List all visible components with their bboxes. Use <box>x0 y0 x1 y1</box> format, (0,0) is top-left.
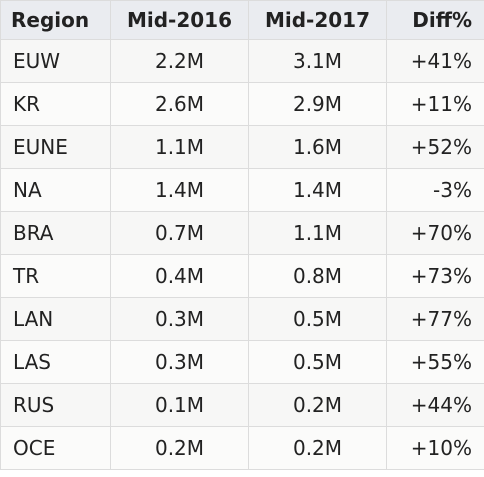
cell-mid-2017: 0.2M <box>248 426 387 470</box>
header-mid-2016[interactable]: Mid-2016 <box>110 0 249 40</box>
cell-mid-2017: 0.5M <box>248 340 387 384</box>
header-mid-2017[interactable]: Mid-2017 <box>248 0 387 40</box>
cell-mid-2016: 2.6M <box>110 82 249 126</box>
cell-diff-percent: +70% <box>386 211 484 255</box>
cell-mid-2016: 0.3M <box>110 297 249 341</box>
table-header: Region Mid-2016 Mid-2017 Diff% <box>0 0 484 40</box>
cell-mid-2016: 1.1M <box>110 125 249 169</box>
table-row: LAN 0.3M 0.5M +77% <box>0 297 484 341</box>
table-row: OCE 0.2M 0.2M +10% <box>0 426 484 470</box>
cell-region: TR <box>0 254 111 298</box>
cell-mid-2017: 1.6M <box>248 125 387 169</box>
cell-diff-percent: -3% <box>386 168 484 212</box>
table-row: TR 0.4M 0.8M +73% <box>0 254 484 298</box>
cell-mid-2016: 0.2M <box>110 426 249 470</box>
cell-region: OCE <box>0 426 111 470</box>
table-row: NA 1.4M 1.4M -3% <box>0 168 484 212</box>
cell-region: BRA <box>0 211 111 255</box>
table-row: LAS 0.3M 0.5M +55% <box>0 340 484 384</box>
cell-diff-percent: +11% <box>386 82 484 126</box>
cell-mid-2017: 2.9M <box>248 82 387 126</box>
cell-region: EUNE <box>0 125 111 169</box>
cell-diff-percent: +73% <box>386 254 484 298</box>
cell-mid-2017: 1.1M <box>248 211 387 255</box>
header-row: Region Mid-2016 Mid-2017 Diff% <box>0 0 484 40</box>
cell-mid-2017: 0.8M <box>248 254 387 298</box>
cell-region: RUS <box>0 383 111 427</box>
cell-mid-2016: 0.4M <box>110 254 249 298</box>
header-region[interactable]: Region <box>0 0 111 40</box>
cell-diff-percent: +77% <box>386 297 484 341</box>
cell-diff-percent: +10% <box>386 426 484 470</box>
cell-diff-percent: +55% <box>386 340 484 384</box>
cell-diff-percent: +44% <box>386 383 484 427</box>
cell-region: KR <box>0 82 111 126</box>
table-row: EUW 2.2M 3.1M +41% <box>0 39 484 83</box>
table-row: EUNE 1.1M 1.6M +52% <box>0 125 484 169</box>
cell-region: LAS <box>0 340 111 384</box>
cell-mid-2016: 0.3M <box>110 340 249 384</box>
table-row: RUS 0.1M 0.2M +44% <box>0 383 484 427</box>
table-row: KR 2.6M 2.9M +11% <box>0 82 484 126</box>
header-diff-percent[interactable]: Diff% <box>386 0 484 40</box>
cell-region: EUW <box>0 39 111 83</box>
cell-diff-percent: +52% <box>386 125 484 169</box>
cell-mid-2016: 2.2M <box>110 39 249 83</box>
cell-mid-2016: 1.4M <box>110 168 249 212</box>
cell-mid-2017: 3.1M <box>248 39 387 83</box>
cell-region: NA <box>0 168 111 212</box>
table-row: BRA 0.7M 1.1M +70% <box>0 211 484 255</box>
cell-diff-percent: +41% <box>386 39 484 83</box>
cell-mid-2016: 0.7M <box>110 211 249 255</box>
cell-mid-2017: 0.2M <box>248 383 387 427</box>
cell-mid-2016: 0.1M <box>110 383 249 427</box>
cell-region: LAN <box>0 297 111 341</box>
cell-mid-2017: 0.5M <box>248 297 387 341</box>
cell-mid-2017: 1.4M <box>248 168 387 212</box>
table-body: EUW 2.2M 3.1M +41% KR 2.6M 2.9M +11% EUN… <box>0 39 484 470</box>
